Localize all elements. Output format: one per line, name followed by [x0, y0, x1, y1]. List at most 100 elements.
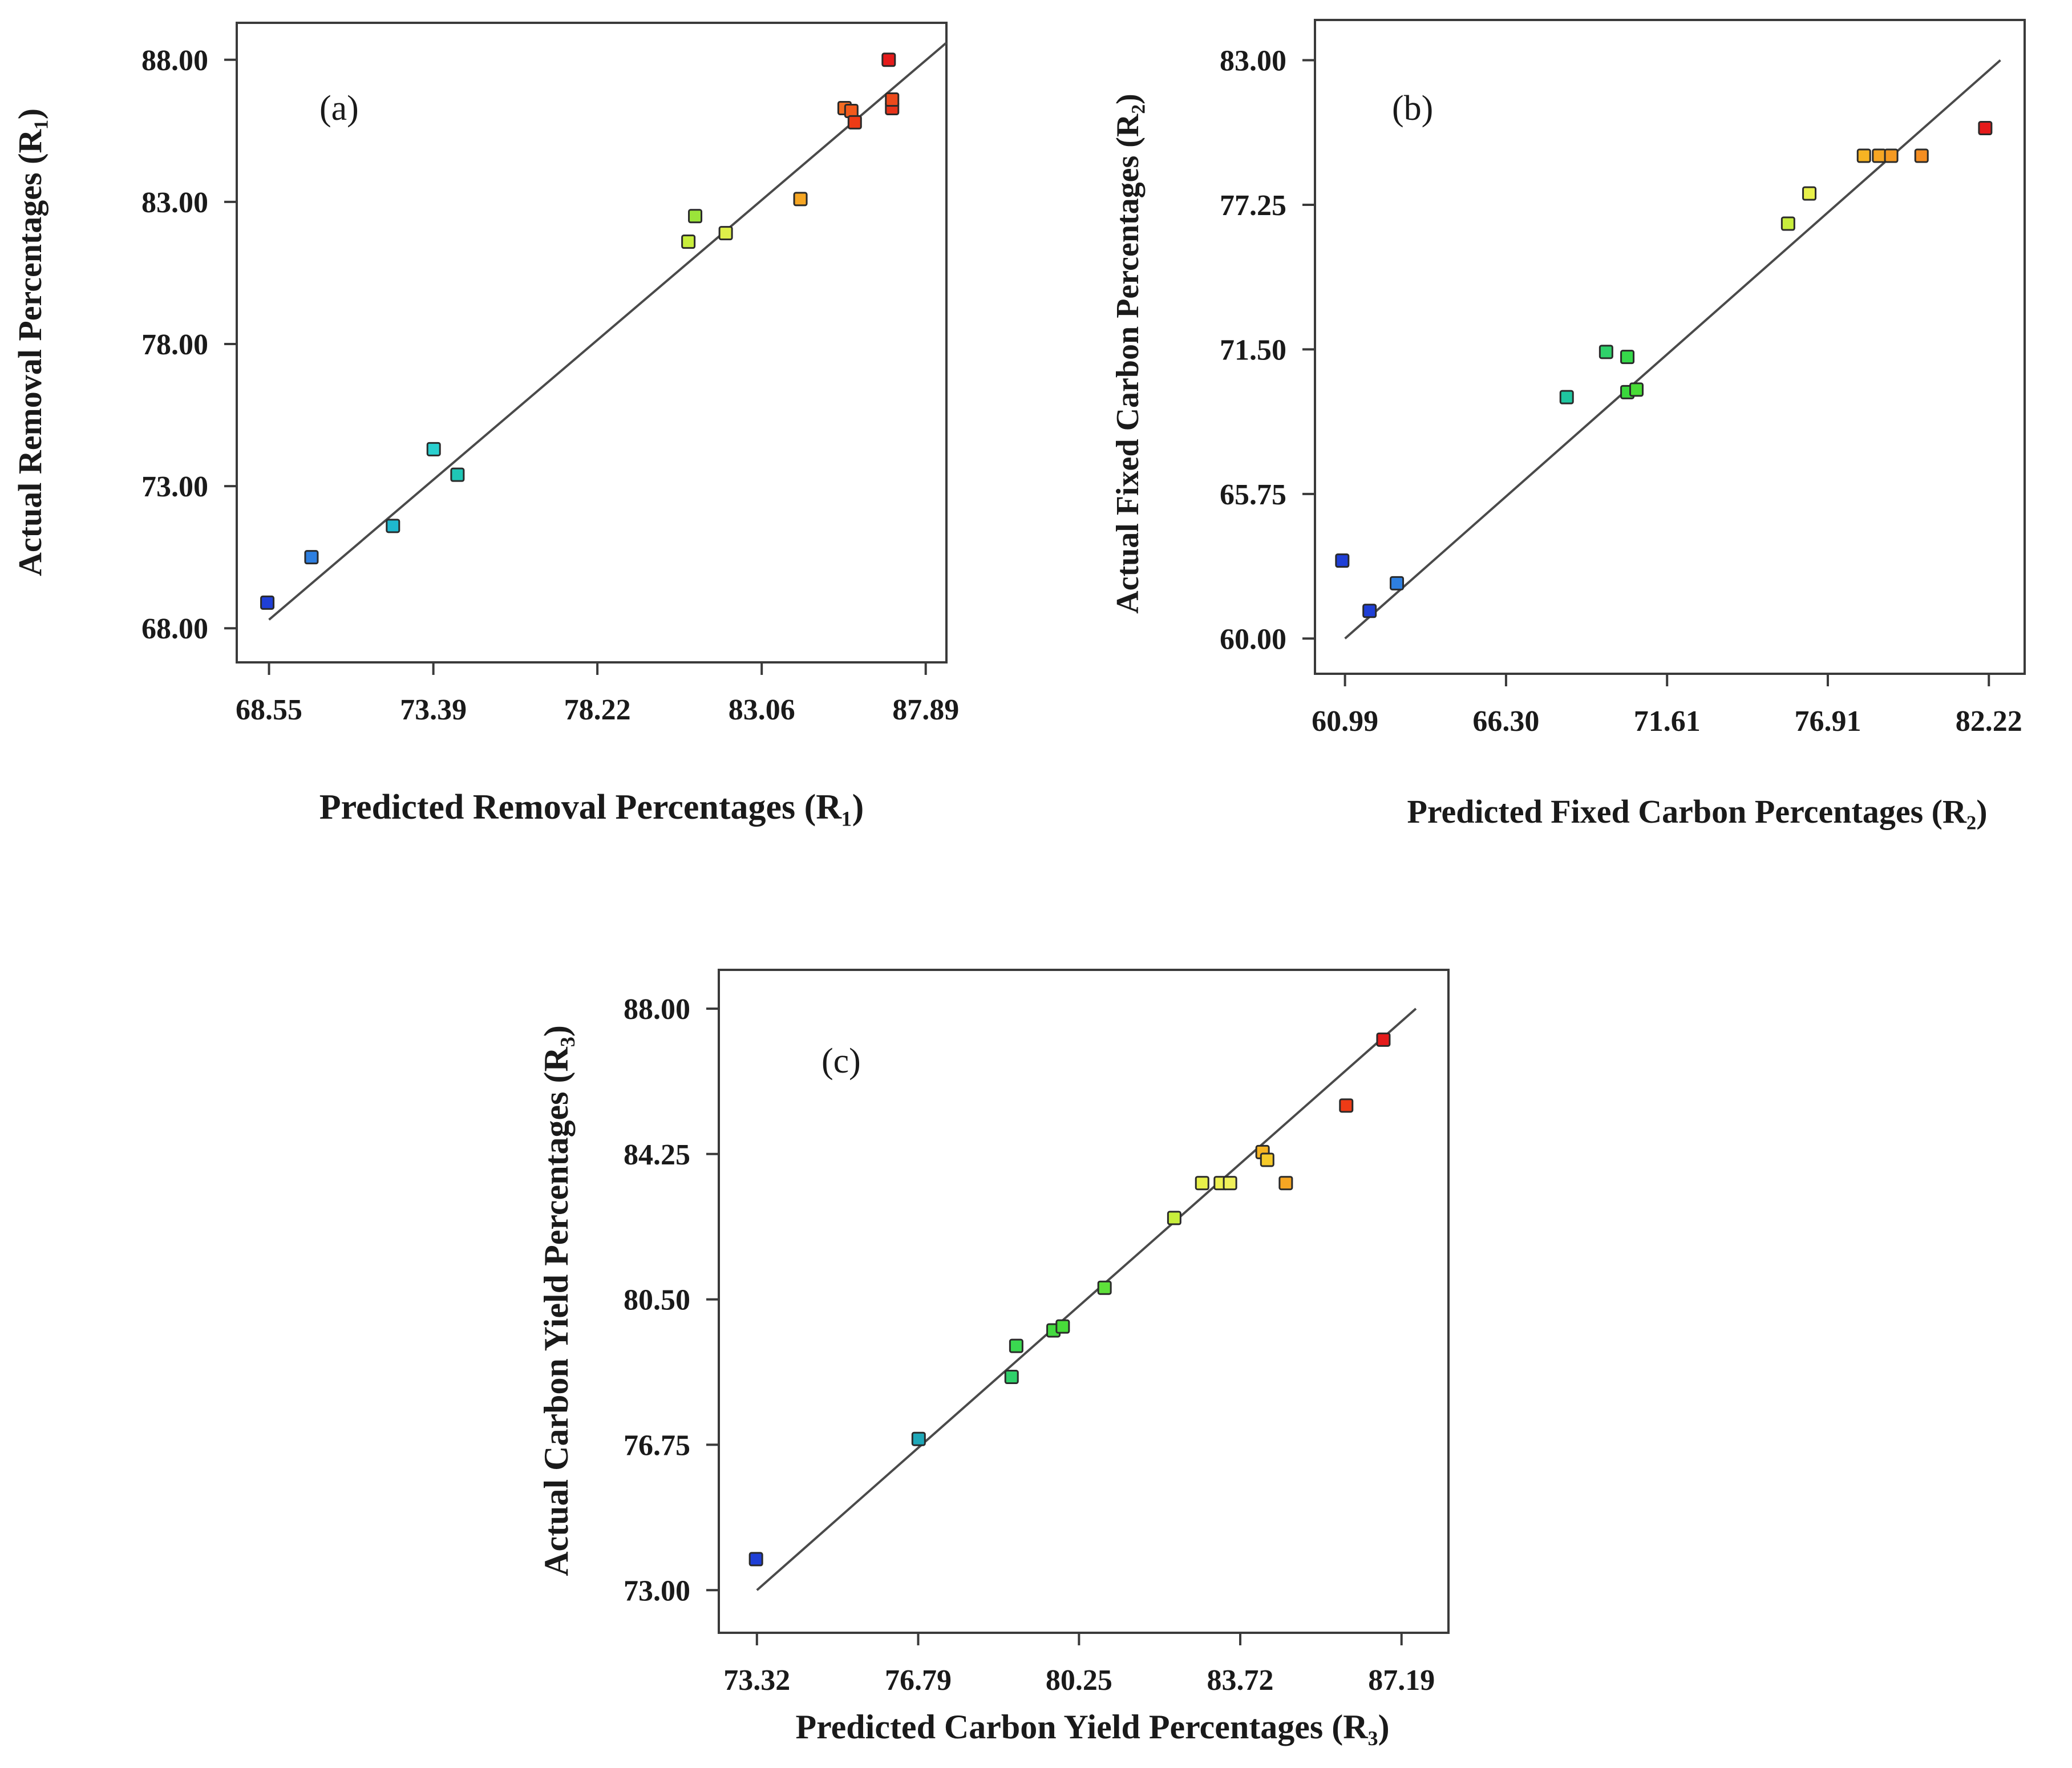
y-tick-label: 76.75 [624, 1429, 690, 1462]
y-axis-title-b: Actual Fixed Carbon Percentages (R₂) [1110, 94, 1146, 614]
y-tick-label: 68.00 [141, 613, 208, 645]
x-tick-label: 78.22 [564, 694, 631, 726]
data-point-c-7 [1097, 1280, 1112, 1295]
data-point-b-5 [1598, 345, 1613, 359]
data-point-a-1 [260, 595, 275, 610]
ticks-b [1302, 59, 1990, 686]
data-point-a-8 [718, 226, 733, 241]
x-tick-label: 73.32 [723, 1664, 790, 1697]
x-tick-label: 87.19 [1368, 1664, 1435, 1697]
data-point-c-8 [1167, 1211, 1181, 1225]
data-point-a-9 [793, 192, 808, 207]
plot-frame-b [1314, 19, 2026, 675]
data-point-a-3 [386, 519, 400, 533]
ytick-labels-c: 73.00 76.75 80.50 84.25 88.00 [624, 993, 690, 1607]
data-point-c-6 [1055, 1319, 1070, 1334]
y-tick-label: 71.50 [1220, 334, 1286, 366]
panel-label-c: (c) [821, 1042, 861, 1081]
data-point-c-4 [1009, 1338, 1023, 1353]
data-point-b-11 [1856, 148, 1871, 163]
x-tick-label: 76.91 [1794, 705, 1861, 738]
data-point-b-9 [1780, 216, 1795, 231]
data-point-a-4 [426, 442, 441, 456]
data-point-c-14 [1278, 1176, 1293, 1191]
x-axis-title-b: Predicted Fixed Carbon Percentages (R₂) [1407, 793, 1987, 830]
y-tick-label: 73.00 [141, 471, 208, 503]
ytick-labels-a: 68.00 73.00 78.00 83.00 88.00 [141, 44, 208, 645]
x-tick-label: 76.79 [885, 1664, 952, 1697]
data-point-b-4 [1559, 390, 1574, 404]
x-tick-label: 82.22 [1956, 705, 2022, 738]
fit-line-c [756, 1008, 1417, 1591]
data-point-a-13 [881, 52, 896, 67]
x-axis-title-c: Predicted Carbon Yield Percentages (R₃) [795, 1708, 1389, 1746]
data-point-a-6 [681, 234, 696, 249]
x-axis-title-a: Predicted Removal Percentages (R₁) [319, 788, 864, 827]
data-point-a-2 [304, 550, 319, 565]
x-tick-label: 71.61 [1634, 705, 1701, 738]
x-tick-label: 73.39 [400, 694, 467, 726]
x-tick-label: 60.99 [1312, 705, 1378, 738]
data-point-b-10 [1802, 186, 1817, 201]
data-point-b-6 [1620, 350, 1635, 365]
panel-label-b: (b) [1392, 89, 1433, 128]
x-tick-label: 83.72 [1207, 1664, 1274, 1697]
plot-frame-c [718, 969, 1450, 1634]
data-point-b-1 [1335, 553, 1350, 568]
data-point-a-15 [885, 92, 900, 107]
data-point-b-12 [1872, 148, 1887, 163]
x-tick-label: 80.25 [1046, 1664, 1112, 1697]
y-tick-label: 78.00 [141, 329, 208, 361]
data-point-b-13 [1884, 148, 1899, 163]
chart-panel-c: 73.32 76.79 80.25 83.72 87.19 73.00 76.75 80.5… [537, 969, 1450, 1746]
x-tick-label: 66.30 [1472, 705, 1539, 738]
y-tick-label: 80.50 [624, 1284, 690, 1317]
plot-frame-a [236, 22, 948, 663]
y-axis-title-a: Actual Removal Percentages (R₁) [11, 108, 48, 576]
data-point-b-14 [1914, 148, 1929, 163]
y-tick-label: 88.00 [141, 44, 208, 77]
data-point-c-9 [1195, 1176, 1209, 1191]
data-point-b-8 [1629, 382, 1644, 397]
xtick-labels-c: 73.32 76.79 80.25 83.72 87.19 [723, 1664, 1435, 1697]
data-point-c-1 [748, 1552, 763, 1567]
data-point-c-15 [1339, 1098, 1354, 1113]
fit-line-a [268, 42, 948, 621]
y-axis-title-c: Actual Carbon Yield Percentages (R₃) [537, 1025, 575, 1576]
data-point-a-12 [847, 115, 862, 130]
y-tick-label: 83.00 [1220, 45, 1286, 78]
data-point-b-15 [1978, 121, 1993, 136]
chart-panel-b: 60.99 66.30 71.61 76.91 82.22 60.00 65.75 71.5… [1110, 19, 2026, 830]
ytick-labels-b: 60.00 65.75 71.50 77.25 83.00 [1220, 45, 1286, 656]
data-point-c-2 [911, 1431, 926, 1446]
panel-label-a: (a) [319, 89, 359, 128]
data-point-b-2 [1362, 604, 1377, 618]
ticks-c [706, 1007, 1403, 1645]
y-tick-label: 88.00 [624, 993, 690, 1026]
y-tick-label: 83.00 [141, 187, 208, 219]
y-tick-label: 77.25 [1220, 189, 1286, 222]
chart-panel-a: 68.55 73.39 78.22 83.06 87.89 68.00 73.00 78.0… [11, 22, 959, 827]
fit-line-b [1344, 59, 2001, 640]
data-point-c-16 [1376, 1032, 1391, 1047]
y-tick-label: 84.25 [624, 1139, 690, 1171]
x-tick-label: 68.55 [236, 694, 302, 726]
data-point-b-3 [1390, 576, 1405, 590]
xtick-labels-a: 68.55 73.39 78.22 83.06 87.89 [236, 694, 959, 726]
data-point-c-11 [1223, 1176, 1237, 1191]
x-tick-label: 87.89 [892, 694, 959, 726]
y-tick-label: 60.00 [1220, 623, 1286, 656]
data-point-c-3 [1004, 1370, 1019, 1385]
data-point-a-5 [450, 467, 465, 482]
data-point-a-7 [688, 209, 703, 224]
points-b [1335, 121, 1993, 618]
ticks-a [224, 58, 927, 675]
y-tick-label: 73.00 [624, 1575, 690, 1607]
xtick-labels-b: 60.99 66.30 71.61 76.91 82.22 [1312, 705, 2022, 738]
data-point-c-13 [1260, 1152, 1274, 1167]
x-tick-label: 83.06 [729, 694, 795, 726]
y-tick-label: 65.75 [1220, 479, 1286, 511]
points-a [260, 52, 900, 610]
points-c [748, 1032, 1391, 1567]
